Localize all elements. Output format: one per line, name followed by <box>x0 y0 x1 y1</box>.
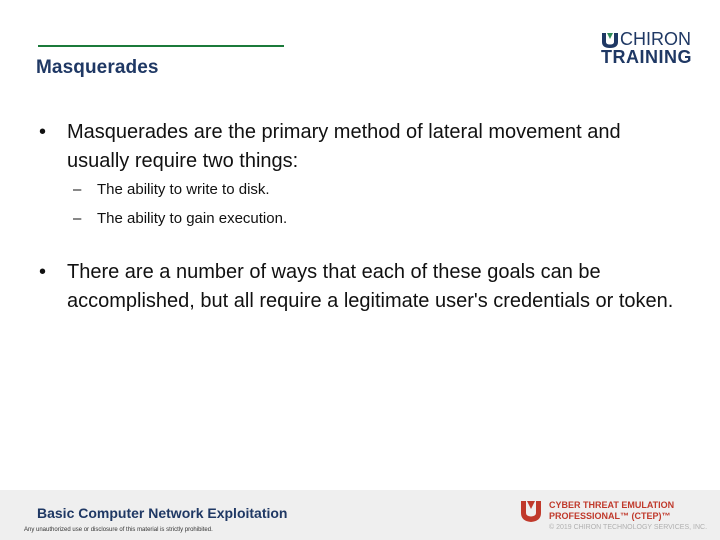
bullet-text: Masquerades are the primary method of la… <box>67 121 621 172</box>
footer-course-title: Basic Computer Network Exploitation <box>37 505 288 521</box>
footer-disclaimer: Any unauthorized use or disclosure of th… <box>24 527 213 533</box>
ctep-line2: PROFESSIONAL™ (CTEP)™ <box>549 511 671 521</box>
subitem-1: – The ability to write to disk. <box>73 180 657 200</box>
title-underline <box>38 45 284 47</box>
bullet-text: There are a number of ways that each of … <box>67 261 674 312</box>
logo-chiron: CHIRON <box>620 29 691 49</box>
page-title: Masquerades <box>36 57 159 78</box>
bullet-2: • There are a number of ways that each o… <box>39 258 687 316</box>
chiron-training-logo: CHIRON TRAINING <box>600 29 695 70</box>
ctep-line1: CYBER THREAT EMULATION <box>549 500 675 510</box>
subitem-text: The ability to write to disk. <box>97 181 270 198</box>
sub-dash: – <box>73 181 82 198</box>
logo-training: TRAINING <box>601 47 692 67</box>
bullet-dot: • <box>39 121 47 143</box>
copyright: © 2019 CHIRON TECHNOLOGY SERVICES, INC. <box>549 524 708 531</box>
ctep-shield-icon <box>521 501 541 522</box>
subitem-2: – The ability to gain execution. <box>73 209 657 229</box>
bullet-dot: • <box>39 261 47 283</box>
chiron-mark-icon <box>602 33 618 48</box>
ctep-badge: CYBER THREAT EMULATION PROFESSIONAL™ (CT… <box>519 499 709 535</box>
footer-band <box>0 490 720 540</box>
bullet-1: • Masquerades are the primary method of … <box>39 118 687 176</box>
sub-dash: – <box>73 210 82 227</box>
subitem-text: The ability to gain execution. <box>97 210 288 227</box>
